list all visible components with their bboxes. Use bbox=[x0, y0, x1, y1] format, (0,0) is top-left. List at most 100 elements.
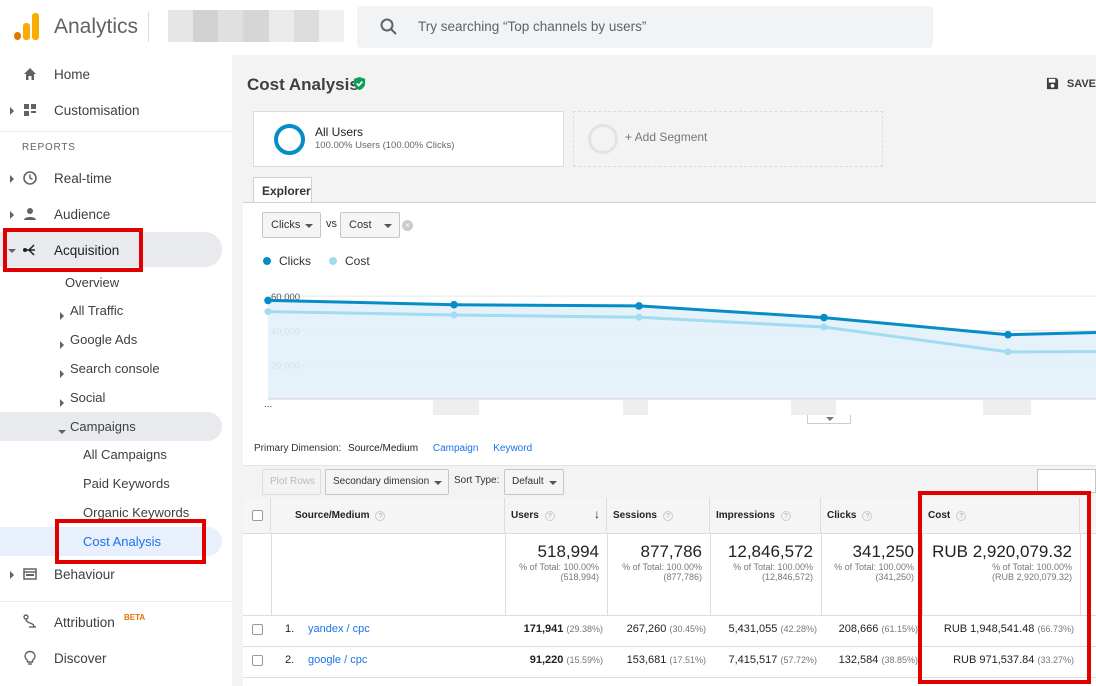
column-header-impressions[interactable]: Impressions? bbox=[710, 498, 821, 533]
dashboard-icon bbox=[24, 104, 36, 116]
column-header-source-medium[interactable]: Source/Medium? bbox=[271, 498, 505, 533]
row-cost: RUB 1,948,541.48 (66.73%) bbox=[922, 623, 1074, 635]
divider bbox=[1080, 533, 1081, 683]
dropdown-label: Clicks bbox=[271, 219, 301, 231]
sidebar-item-paid-keywords[interactable]: Paid Keywords bbox=[83, 476, 170, 504]
chart-resize-handle[interactable] bbox=[807, 415, 851, 424]
dimension-link-campaign[interactable]: Campaign bbox=[432, 443, 479, 454]
help-icon[interactable]: ? bbox=[780, 511, 791, 521]
search-bar[interactable]: Try searching “Top channels by users” bbox=[357, 6, 933, 48]
column-header-cost[interactable]: Cost? bbox=[922, 498, 1080, 533]
sidebar-item-label: All Traffic bbox=[70, 303, 124, 318]
sidebar-item-label: Cost Analysis bbox=[83, 534, 162, 549]
sidebar-item-google-ads[interactable]: Google Ads bbox=[60, 332, 137, 360]
sidebar-item-audience[interactable]: Audience bbox=[0, 197, 232, 231]
sidebar-item-label: Home bbox=[54, 67, 91, 82]
row-clicks: 208,666 (61.15%) bbox=[821, 623, 918, 635]
sidebar-item-all-traffic[interactable]: All Traffic bbox=[60, 303, 123, 331]
total-percent: % of Total: 100.00% bbox=[519, 562, 599, 572]
legend-dot bbox=[263, 257, 271, 265]
table-row bbox=[243, 677, 1096, 686]
y-tick-label: 60,000 bbox=[271, 292, 300, 303]
totals-users: 518,994 % of Total: 100.00% (518,994) bbox=[511, 542, 599, 582]
cost-data-point[interactable] bbox=[264, 308, 272, 316]
sidebar-item-home[interactable]: Home bbox=[0, 57, 232, 91]
collapse-arrow-icon bbox=[8, 249, 16, 253]
clicks-data-point[interactable] bbox=[820, 313, 828, 322]
clicks-data-point[interactable] bbox=[264, 296, 272, 305]
cost-data-point[interactable] bbox=[450, 311, 458, 319]
save-icon bbox=[1046, 77, 1058, 90]
sidebar-item-acquisition[interactable]: Acquisition bbox=[0, 233, 232, 267]
column-header-clicks[interactable]: Clicks? bbox=[821, 498, 922, 533]
add-segment-button[interactable]: + Add Segment bbox=[573, 111, 883, 167]
help-icon[interactable]: ? bbox=[375, 511, 386, 521]
column-header-users[interactable]: Users? ↓ bbox=[505, 498, 607, 533]
row-users: 91,220 (15.59%) bbox=[505, 654, 603, 666]
totals-cost: RUB 2,920,079.32 % of Total: 100.00% (RU… bbox=[925, 542, 1072, 582]
column-header-sessions[interactable]: Sessions? bbox=[607, 498, 710, 533]
clicks-data-point[interactable] bbox=[635, 302, 643, 310]
sidebar-item-label: Social bbox=[70, 390, 106, 405]
help-icon[interactable]: ? bbox=[544, 511, 555, 521]
sort-descending-icon[interactable]: ↓ bbox=[594, 507, 600, 521]
help-icon[interactable]: ? bbox=[662, 511, 673, 521]
row-checkbox[interactable] bbox=[252, 624, 263, 635]
sidebar-item-attribution[interactable]: Attribution BETA bbox=[0, 605, 232, 639]
help-icon[interactable]: ? bbox=[956, 511, 967, 521]
sidebar-item-social[interactable]: Social bbox=[60, 390, 105, 418]
cell-value: 5,431,055 bbox=[728, 623, 778, 635]
column-label: Users bbox=[511, 510, 539, 521]
sort-type-dropdown[interactable]: Default bbox=[504, 469, 564, 495]
save-button[interactable]: SAVE bbox=[1046, 77, 1096, 90]
clicks-data-point[interactable] bbox=[450, 300, 458, 309]
sidebar-item-realtime[interactable]: Real-time bbox=[0, 161, 232, 195]
segment-all-users[interactable]: All Users 100.00% Users (100.00% Clicks) bbox=[253, 111, 564, 167]
home-icon bbox=[24, 68, 36, 80]
select-all-checkbox[interactable] bbox=[252, 510, 263, 521]
metric1-dropdown[interactable]: Clicks bbox=[262, 212, 321, 238]
row-clicks: 132,584 (38.85%) bbox=[821, 654, 918, 666]
secondary-dimension-dropdown[interactable]: Secondary dimension bbox=[325, 469, 449, 495]
dimension-link-keyword[interactable]: Keyword bbox=[493, 443, 533, 454]
sidebar-item-all-campaigns[interactable]: All Campaigns bbox=[83, 447, 167, 475]
column-label: Impressions bbox=[716, 510, 775, 521]
divider bbox=[505, 533, 506, 683]
row-checkbox[interactable] bbox=[252, 655, 263, 666]
account-selector[interactable] bbox=[168, 10, 344, 42]
cell-percent: (17.51%) bbox=[669, 655, 706, 665]
row-number: 1. bbox=[285, 623, 295, 635]
sidebar-item-cost-analysis[interactable]: Cost Analysis bbox=[83, 534, 161, 562]
sidebar-item-search-console[interactable]: Search console bbox=[60, 361, 160, 389]
sidebar-item-label: Customisation bbox=[54, 103, 140, 118]
remove-metric-icon[interactable]: × bbox=[402, 220, 413, 231]
table-filter-input[interactable] bbox=[1037, 469, 1096, 493]
sidebar-item-behaviour[interactable]: Behaviour bbox=[0, 557, 232, 591]
row-source-link[interactable]: yandex / cpc bbox=[308, 623, 370, 635]
sidebar-item-organic-keywords[interactable]: Organic Keywords bbox=[83, 505, 189, 533]
cost-data-point[interactable] bbox=[635, 313, 643, 321]
analytics-logo[interactable] bbox=[14, 12, 40, 40]
primary-dimension-label: Primary Dimension: bbox=[254, 443, 342, 454]
metric2-dropdown[interactable]: Cost bbox=[340, 212, 400, 238]
totals-clicks: 341,250 % of Total: 100.00% (341,250) bbox=[827, 542, 914, 582]
cell-percent: (33.27%) bbox=[1037, 655, 1074, 665]
sidebar-item-discover[interactable]: Discover bbox=[0, 641, 232, 675]
clicks-data-point[interactable] bbox=[1004, 330, 1012, 339]
tab-explorer[interactable]: Explorer bbox=[253, 177, 312, 203]
chevron-down-icon bbox=[384, 224, 392, 228]
cost-data-point[interactable] bbox=[820, 323, 828, 331]
sidebar-item-customisation[interactable]: Customisation bbox=[0, 93, 232, 127]
sidebar-item-campaigns[interactable]: Campaigns bbox=[58, 419, 136, 447]
sidebar-item-overview[interactable]: Overview bbox=[65, 275, 119, 303]
table-row bbox=[243, 615, 1096, 646]
plot-rows-button[interactable]: Plot Rows bbox=[262, 469, 321, 495]
clock-icon bbox=[23, 171, 37, 185]
row-source-link[interactable]: google / cpc bbox=[308, 654, 368, 666]
reports-heading: REPORTS bbox=[22, 142, 76, 153]
top-bar: Analytics Try searching “Top channels by… bbox=[0, 0, 1096, 55]
cost-data-point[interactable] bbox=[1004, 348, 1012, 356]
total-value: 877,786 bbox=[640, 542, 702, 561]
help-icon[interactable]: ? bbox=[862, 511, 873, 521]
sidebar-item-label: Attribution bbox=[54, 615, 115, 630]
